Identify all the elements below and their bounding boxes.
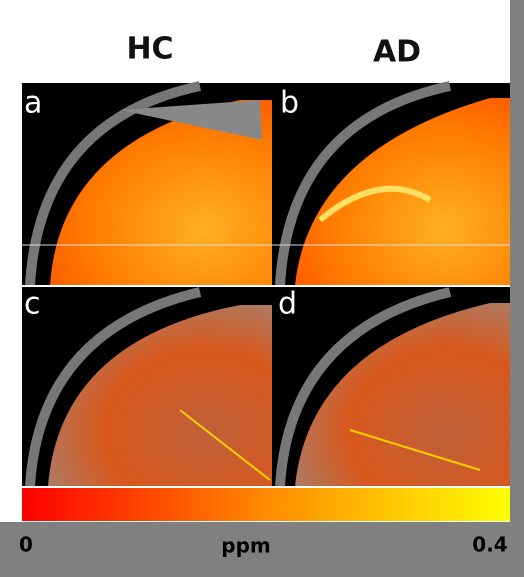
panel-label: d — [278, 287, 297, 322]
bottom-band — [0, 522, 524, 577]
colorbar-label: ppm — [221, 534, 270, 558]
colorbar-max: 0.4 — [472, 533, 507, 557]
image-panel — [22, 287, 272, 487]
panel-label: c — [24, 287, 41, 322]
panel-label: a — [24, 86, 42, 121]
column-label: HC — [126, 32, 173, 67]
image-panel — [272, 287, 510, 487]
image-panel — [22, 81, 272, 286]
image-panel — [272, 81, 510, 286]
column-label: AD — [373, 35, 421, 70]
panel-label: b — [280, 86, 299, 121]
side-band — [510, 0, 524, 577]
colorbar-min: 0 — [19, 533, 33, 557]
colorbar — [22, 488, 510, 521]
